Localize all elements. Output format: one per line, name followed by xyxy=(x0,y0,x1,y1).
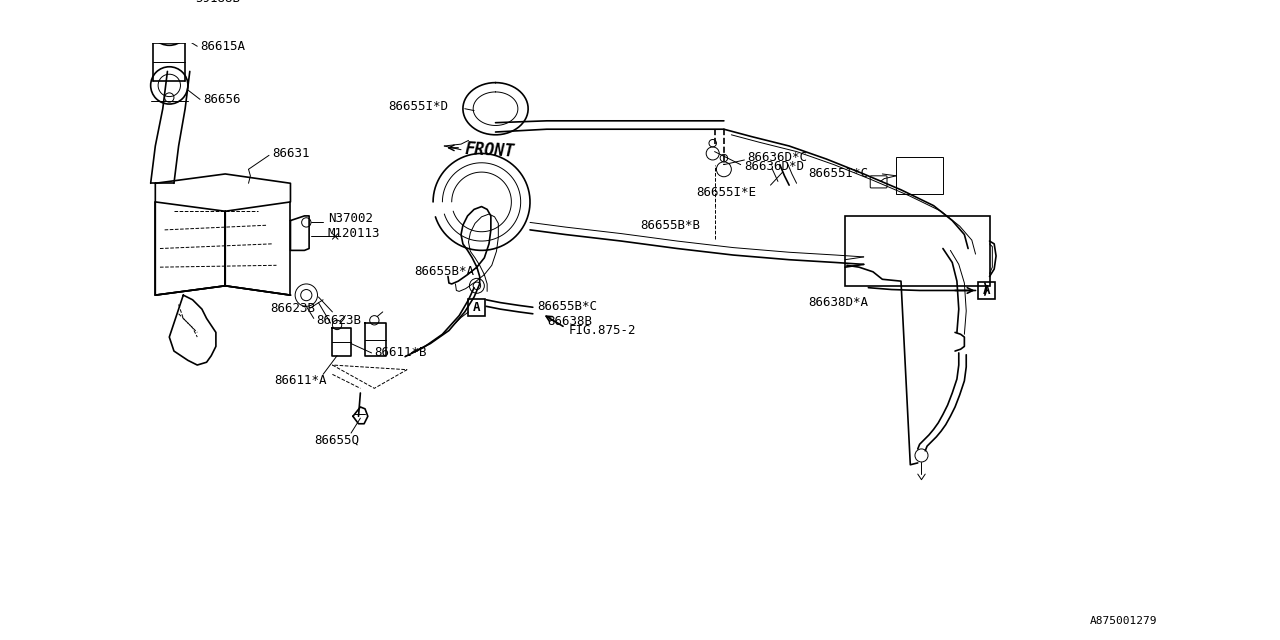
Text: 86636D*C: 86636D*C xyxy=(748,150,808,164)
Text: 86655B*C: 86655B*C xyxy=(538,300,598,313)
Bar xyxy=(845,216,989,286)
Text: 86623B: 86623B xyxy=(270,301,315,315)
Text: 86615A: 86615A xyxy=(200,40,244,52)
Text: A875001279: A875001279 xyxy=(1089,616,1157,626)
Text: A: A xyxy=(983,284,991,297)
Text: 86655I*E: 86655I*E xyxy=(696,186,756,199)
Text: 86636D*D: 86636D*D xyxy=(745,160,804,173)
Text: 86656: 86656 xyxy=(202,93,241,106)
Text: 86638D*A: 86638D*A xyxy=(808,296,868,309)
Text: 86655B*B: 86655B*B xyxy=(640,219,700,232)
Bar xyxy=(468,299,485,316)
Text: 59188B: 59188B xyxy=(196,0,241,5)
Bar xyxy=(978,282,995,299)
Text: FRONT: FRONT xyxy=(465,140,516,161)
Text: M120113: M120113 xyxy=(328,227,380,240)
Text: FIG.875-2: FIG.875-2 xyxy=(568,324,636,337)
Text: 86655I*D: 86655I*D xyxy=(388,100,448,113)
Text: 86655B*A: 86655B*A xyxy=(415,266,475,278)
Text: 86655I*C: 86655I*C xyxy=(808,168,868,180)
Text: 86623B: 86623B xyxy=(316,314,361,327)
Text: 86655Q: 86655Q xyxy=(314,433,358,446)
Text: 86611*B: 86611*B xyxy=(374,346,426,360)
Text: N37002: N37002 xyxy=(328,212,372,225)
Text: A: A xyxy=(474,301,480,314)
Text: 86631: 86631 xyxy=(271,147,310,160)
Text: 86611*A: 86611*A xyxy=(275,374,328,387)
Bar xyxy=(896,157,943,195)
Text: 86638B: 86638B xyxy=(547,315,591,328)
